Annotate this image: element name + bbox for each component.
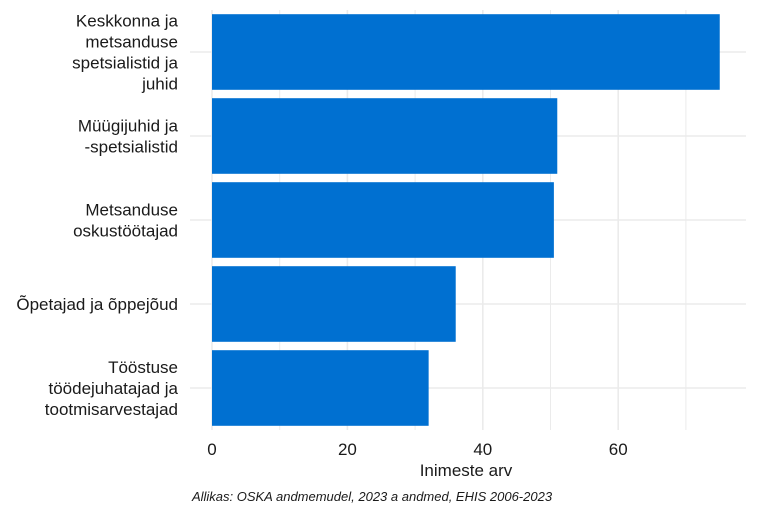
category-label: Müügijuhid ja -spetsialistid [78, 117, 179, 157]
category-label: Tööstuse töödejuhatajad ja tootmisarvestaj… [45, 358, 179, 419]
category-label: Keskkonna ja metsanduse spetsialistid ja ju… [72, 12, 178, 94]
bar [212, 182, 554, 258]
x-tick-labels: 0 20 40 60 [207, 440, 627, 459]
bars [212, 14, 720, 426]
x-tick-label: 60 [609, 440, 628, 459]
bar [212, 98, 558, 174]
x-axis-title: Inimeste arv [420, 461, 513, 480]
bar [212, 14, 720, 90]
x-tick-label: 0 [207, 440, 216, 459]
category-label: Õpetajad ja õppejõud [16, 295, 178, 314]
bar [212, 266, 456, 342]
category-label: Metsanduse oskustöötajad [73, 201, 178, 241]
source-caption: Allikas: OSKA andmemudel, 2023 a andmed,… [191, 489, 553, 504]
x-tick-label: 40 [473, 440, 492, 459]
category-labels: Keskkonna ja metsanduse spetsialistid ja ju… [16, 12, 178, 420]
bar [212, 350, 429, 426]
x-tick-label: 20 [338, 440, 357, 459]
